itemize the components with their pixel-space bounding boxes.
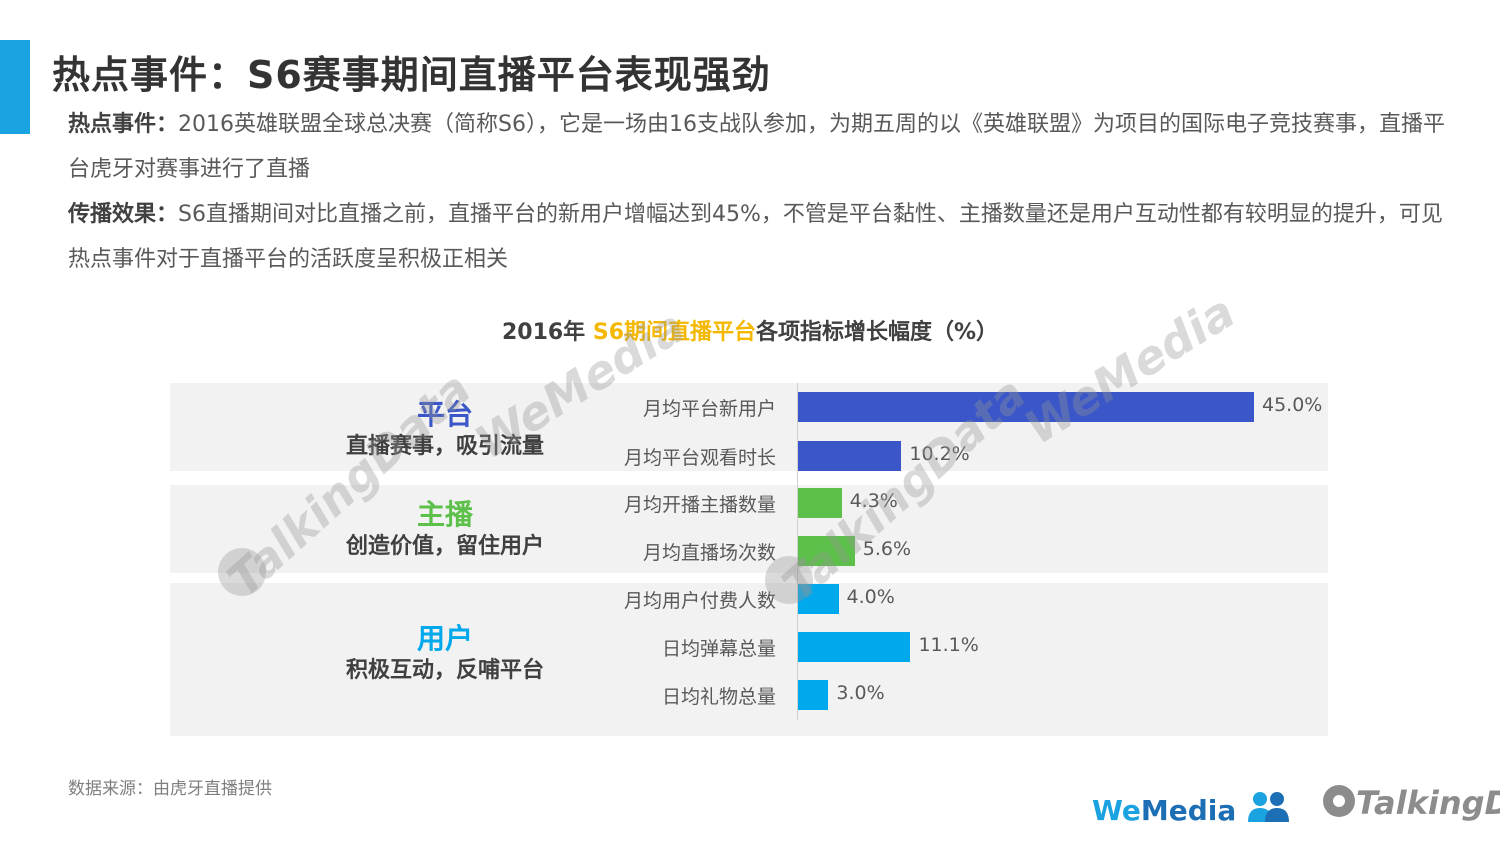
wemedia-logo: WeMedia	[1092, 790, 1292, 827]
category-label: 月均平台观看时长	[623, 447, 776, 469]
group-label: 用户积极互动，反哺平台	[270, 622, 620, 686]
group-subtitle: 创造价值，留住用户	[345, 534, 544, 559]
value-label: 45.0%	[1262, 394, 1323, 416]
bar	[798, 488, 842, 518]
group-name: 用户	[416, 622, 473, 655]
talkingdata-logo-text: TalkingData	[1356, 784, 1500, 822]
event-text: 2016英雄联盟全球总决赛（简称S6），它是一场由16支战队参加，为期五周的以《…	[68, 112, 1445, 182]
chart-title: 2016年 S6期间直播平台各项指标增长幅度（%）	[0, 314, 1500, 346]
group-band	[170, 485, 1328, 573]
wemedia-logo-media: Media	[1140, 794, 1237, 827]
category-label: 月均平台新用户	[642, 398, 776, 420]
data-source-note: 数据来源：由虎牙直播提供	[68, 779, 272, 799]
group-name: 主播	[416, 498, 473, 531]
bar	[798, 632, 911, 662]
chart-title-suffix: 各项指标增长幅度（%）	[756, 320, 999, 345]
value-label: 3.0%	[836, 682, 885, 704]
chart-title-highlight: S6期间直播平台	[592, 320, 756, 345]
category-label: 日均弹幕总量	[661, 638, 776, 660]
group-label: 平台直播赛事，吸引流量	[270, 398, 620, 462]
group-band	[170, 583, 1328, 736]
group-subtitle: 积极互动，反哺平台	[345, 658, 544, 683]
talkingdata-logo: TalkingData	[1322, 784, 1500, 822]
bar	[798, 536, 855, 566]
value-label: 4.3%	[849, 490, 898, 512]
bar	[798, 392, 1254, 422]
effect-label: 传播效果：	[68, 202, 179, 227]
wemedia-logo-we: We	[1092, 794, 1141, 827]
category-label: 月均用户付费人数	[623, 590, 776, 612]
watermark-logo-icon-2	[765, 556, 813, 604]
effect-text: S6直播期间对比直播之前，直播平台的新用户增幅达到45%，不管是平台黏性、主播数…	[68, 202, 1443, 272]
chart-title-prefix: 2016年	[501, 320, 593, 345]
group-label: 主播创造价值，留住用户	[270, 498, 620, 562]
category-label: 日均礼物总量	[661, 686, 776, 708]
group-subtitle: 直播赛事，吸引流量	[345, 434, 544, 459]
event-paragraph: 热点事件：2016英雄联盟全球总决赛（简称S6），它是一场由16支战队参加，为期…	[68, 102, 1448, 192]
wemedia-people-icon	[1248, 792, 1290, 822]
category-axis-line	[797, 383, 798, 720]
value-label: 10.2%	[909, 443, 970, 465]
group-name: 平台	[416, 398, 473, 431]
bar	[798, 441, 902, 471]
bar	[798, 584, 839, 614]
title-accent-bar	[0, 40, 30, 134]
category-label: 月均直播场次数	[642, 542, 776, 564]
page-title: 热点事件：S6赛事期间直播平台表现强劲	[52, 53, 771, 97]
bar	[798, 680, 829, 710]
watermark-logo-icon-1	[218, 548, 266, 596]
talkingdata-logo-icon	[1323, 785, 1355, 817]
value-label: 11.1%	[918, 634, 979, 656]
category-label: 月均开播主播数量	[623, 494, 776, 516]
value-label: 4.0%	[846, 586, 895, 608]
value-label: 5.6%	[862, 538, 912, 560]
event-label: 热点事件：	[68, 112, 179, 137]
effect-paragraph: 传播效果：S6直播期间对比直播之前，直播平台的新用户增幅达到45%，不管是平台黏…	[68, 192, 1448, 282]
